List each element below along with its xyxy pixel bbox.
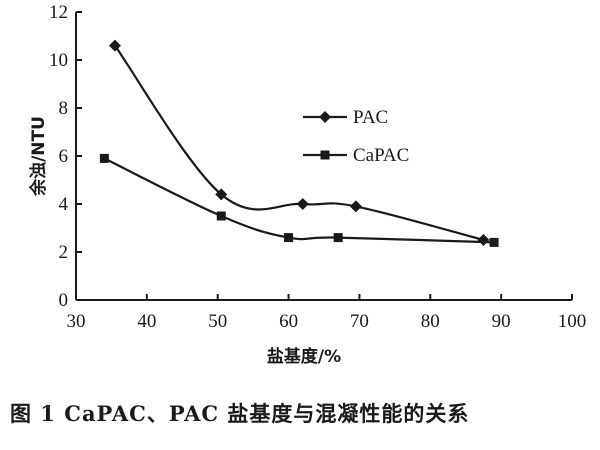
figure-caption: 图 1 CaPAC、PAC 盐基度与混凝性能的关系 — [10, 401, 470, 426]
data-point-pac — [296, 198, 309, 210]
data-point-capac — [216, 211, 226, 221]
axes: 0 2 4 6 8 10 12 30 40 50 60 70 80 90 100 — [49, 2, 586, 332]
y-tick-label: 10 — [49, 50, 68, 71]
legend: PAC CaPAC — [303, 107, 409, 166]
series-line-pac — [114, 44, 484, 242]
data-point-pac — [215, 188, 228, 201]
series-layer — [99, 39, 499, 247]
x-tick-label: 80 — [421, 311, 440, 332]
y-tick-label: 2 — [59, 242, 69, 263]
legend-item-pac: PAC — [303, 107, 388, 128]
data-point-pac — [477, 234, 490, 246]
x-tick-label: 60 — [279, 311, 298, 332]
x-tick-label: 50 — [208, 311, 227, 332]
y-tick-label: 12 — [49, 2, 68, 23]
x-tick-label: 90 — [492, 311, 511, 332]
data-point-pac — [108, 39, 121, 52]
series-pac — [108, 39, 490, 246]
y-axis-title: 余浊/NTU — [28, 116, 49, 197]
y-tick-label: 0 — [59, 290, 69, 311]
legend-marker-capac — [320, 150, 330, 160]
x-tick-label: 100 — [558, 311, 587, 332]
x-axis-title: 盐基度/% — [267, 346, 341, 367]
series-capac — [99, 153, 499, 247]
data-point-pac — [349, 200, 362, 213]
data-point-capac — [333, 233, 343, 243]
x-tick-label: 30 — [67, 311, 86, 332]
legend-label-pac: PAC — [353, 107, 388, 128]
legend-label-capac: CaPAC — [353, 145, 409, 166]
legend-item-capac: CaPAC — [303, 145, 409, 166]
data-point-capac — [489, 237, 499, 247]
legend-marker-pac — [319, 111, 331, 123]
y-tick-label: 6 — [59, 146, 69, 167]
x-tick-label: 70 — [350, 311, 369, 332]
x-tick-label: 40 — [137, 311, 156, 332]
data-point-capac — [99, 153, 109, 163]
data-point-capac — [284, 233, 294, 243]
series-line-capac — [103, 157, 495, 244]
y-tick-label: 4 — [59, 194, 69, 215]
chart: 0 2 4 6 8 10 12 30 40 50 60 70 80 90 100 PAC CaPAC 余浊/N… — [28, 2, 586, 367]
y-tick-label: 8 — [59, 98, 69, 119]
